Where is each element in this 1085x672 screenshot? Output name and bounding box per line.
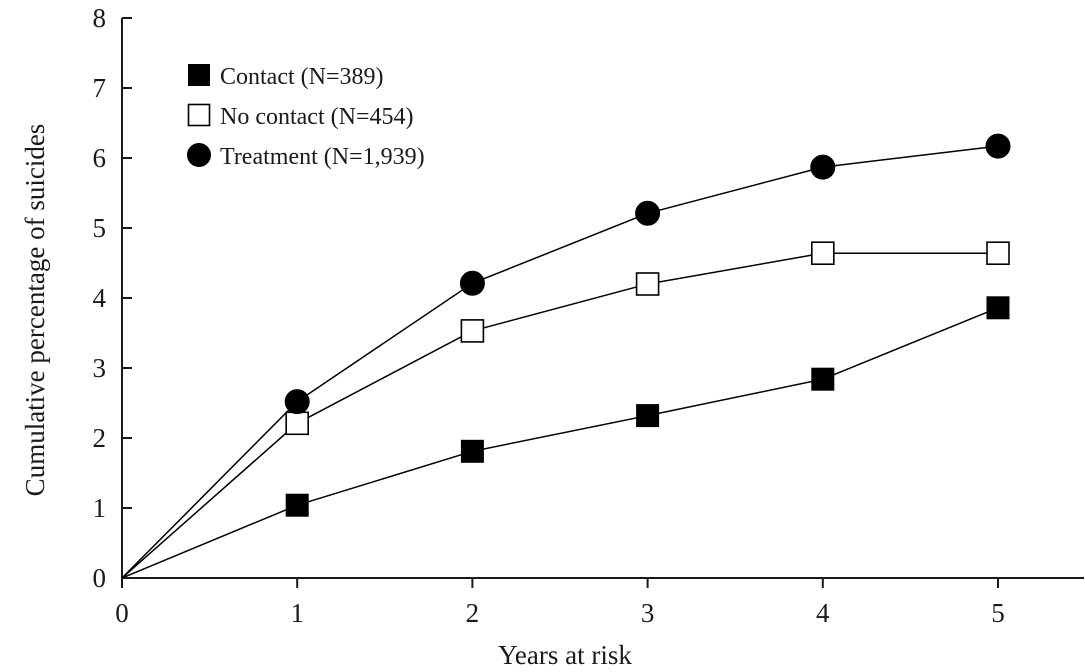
data-point-series-2 — [810, 154, 836, 180]
series-line-1 — [121, 252, 998, 579]
data-point-series-0 — [285, 493, 309, 517]
y-tick-label: 0 — [93, 563, 107, 593]
x-tick-label: 5 — [991, 598, 1005, 628]
data-point-series-1 — [986, 241, 1010, 265]
data-point-series-0 — [811, 367, 835, 391]
y-tick-label: 7 — [93, 73, 107, 103]
x-ticks: 0 1 2 3 4 5 — [115, 578, 1005, 628]
data-point-series-0 — [636, 404, 660, 428]
y-tick-label: 8 — [93, 3, 107, 33]
series-lines — [121, 145, 999, 579]
data-point-series-2 — [459, 270, 485, 296]
legend-label-2: Treatment (N=1,939) — [220, 144, 425, 170]
y-tick-label: 5 — [93, 213, 107, 243]
x-tick-label: 0 — [115, 598, 129, 628]
data-point-series-1 — [285, 411, 310, 436]
data-point-series-2 — [635, 200, 661, 226]
x-tick-label: 1 — [290, 598, 304, 628]
x-tick-label: 2 — [466, 598, 480, 628]
x-tick-label: 4 — [816, 598, 830, 628]
y-axis-title: Cumulative percentage of suicides — [20, 124, 50, 497]
x-tick-label: 3 — [641, 598, 655, 628]
data-point-series-2 — [284, 389, 310, 415]
legend-marker-1 — [187, 103, 211, 127]
legend-label-1: No contact (N=454) — [220, 104, 413, 130]
series-markers — [284, 133, 1011, 517]
series-line-2 — [121, 145, 999, 579]
data-point-series-0 — [986, 296, 1010, 320]
data-point-series-1 — [635, 272, 660, 296]
y-tick-label: 6 — [93, 143, 107, 173]
data-point-series-2 — [985, 133, 1011, 159]
y-tick-label: 4 — [93, 283, 107, 313]
y-tick-label: 3 — [93, 353, 107, 383]
legend-marker-0 — [188, 64, 210, 86]
y-tick-label: 1 — [93, 493, 107, 523]
x-axis-title: Years at risk — [498, 640, 632, 670]
data-point-series-0 — [460, 439, 484, 463]
axes — [121, 18, 1084, 579]
series-line-0 — [121, 307, 999, 579]
legend-label-0: Contact (N=389) — [220, 64, 384, 90]
data-point-series-1 — [810, 241, 835, 265]
data-point-series-1 — [460, 319, 485, 343]
legend-marker-2 — [187, 143, 211, 167]
y-ticks: 0 1 2 3 4 5 6 7 8 — [93, 3, 132, 593]
y-tick-label: 2 — [93, 423, 107, 453]
legend: Contact (N=389) No contact (N=454) Treatme… — [187, 64, 425, 170]
